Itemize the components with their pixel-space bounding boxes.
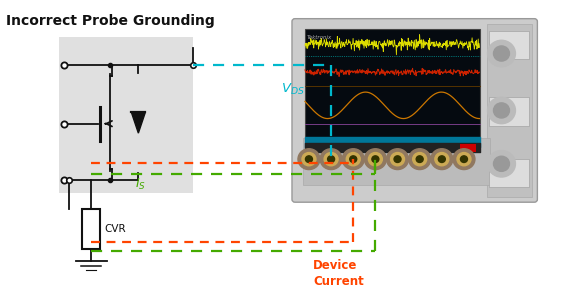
Circle shape xyxy=(342,149,364,170)
Circle shape xyxy=(328,156,335,162)
Bar xyxy=(305,29,480,152)
Circle shape xyxy=(488,40,516,67)
Circle shape xyxy=(488,151,516,177)
Circle shape xyxy=(413,152,427,166)
Text: $V_{DS}$: $V_{DS}$ xyxy=(281,82,305,97)
Circle shape xyxy=(416,156,423,162)
Bar xyxy=(83,209,100,248)
Circle shape xyxy=(298,149,320,170)
Circle shape xyxy=(324,152,338,166)
Circle shape xyxy=(435,152,449,166)
Text: Device
Current: Device Current xyxy=(313,259,364,288)
Bar xyxy=(303,138,490,185)
Text: CVR: CVR xyxy=(104,224,126,234)
Bar xyxy=(486,24,532,197)
Circle shape xyxy=(372,156,379,162)
Circle shape xyxy=(394,156,401,162)
Bar xyxy=(489,97,529,126)
Text: Incorrect Probe Grounding: Incorrect Probe Grounding xyxy=(6,14,214,28)
Circle shape xyxy=(364,149,386,170)
Circle shape xyxy=(488,97,516,124)
Circle shape xyxy=(368,152,382,166)
Bar xyxy=(489,159,529,187)
Circle shape xyxy=(493,46,509,61)
Circle shape xyxy=(409,149,431,170)
Circle shape xyxy=(493,103,509,118)
Bar xyxy=(58,36,193,193)
Circle shape xyxy=(320,149,342,170)
Circle shape xyxy=(346,152,360,166)
Text: $I_S$: $I_S$ xyxy=(135,177,146,192)
Circle shape xyxy=(350,156,357,162)
Circle shape xyxy=(387,149,409,170)
Bar xyxy=(489,31,529,59)
FancyBboxPatch shape xyxy=(292,19,537,202)
Circle shape xyxy=(391,152,405,166)
Circle shape xyxy=(438,156,445,162)
Circle shape xyxy=(431,149,453,170)
Circle shape xyxy=(453,149,475,170)
Text: Tektronix: Tektronix xyxy=(307,35,332,40)
Circle shape xyxy=(457,152,471,166)
Circle shape xyxy=(302,152,316,166)
Circle shape xyxy=(305,156,312,162)
Bar xyxy=(460,145,476,152)
Circle shape xyxy=(461,156,468,162)
Circle shape xyxy=(493,156,509,171)
Polygon shape xyxy=(131,112,146,133)
